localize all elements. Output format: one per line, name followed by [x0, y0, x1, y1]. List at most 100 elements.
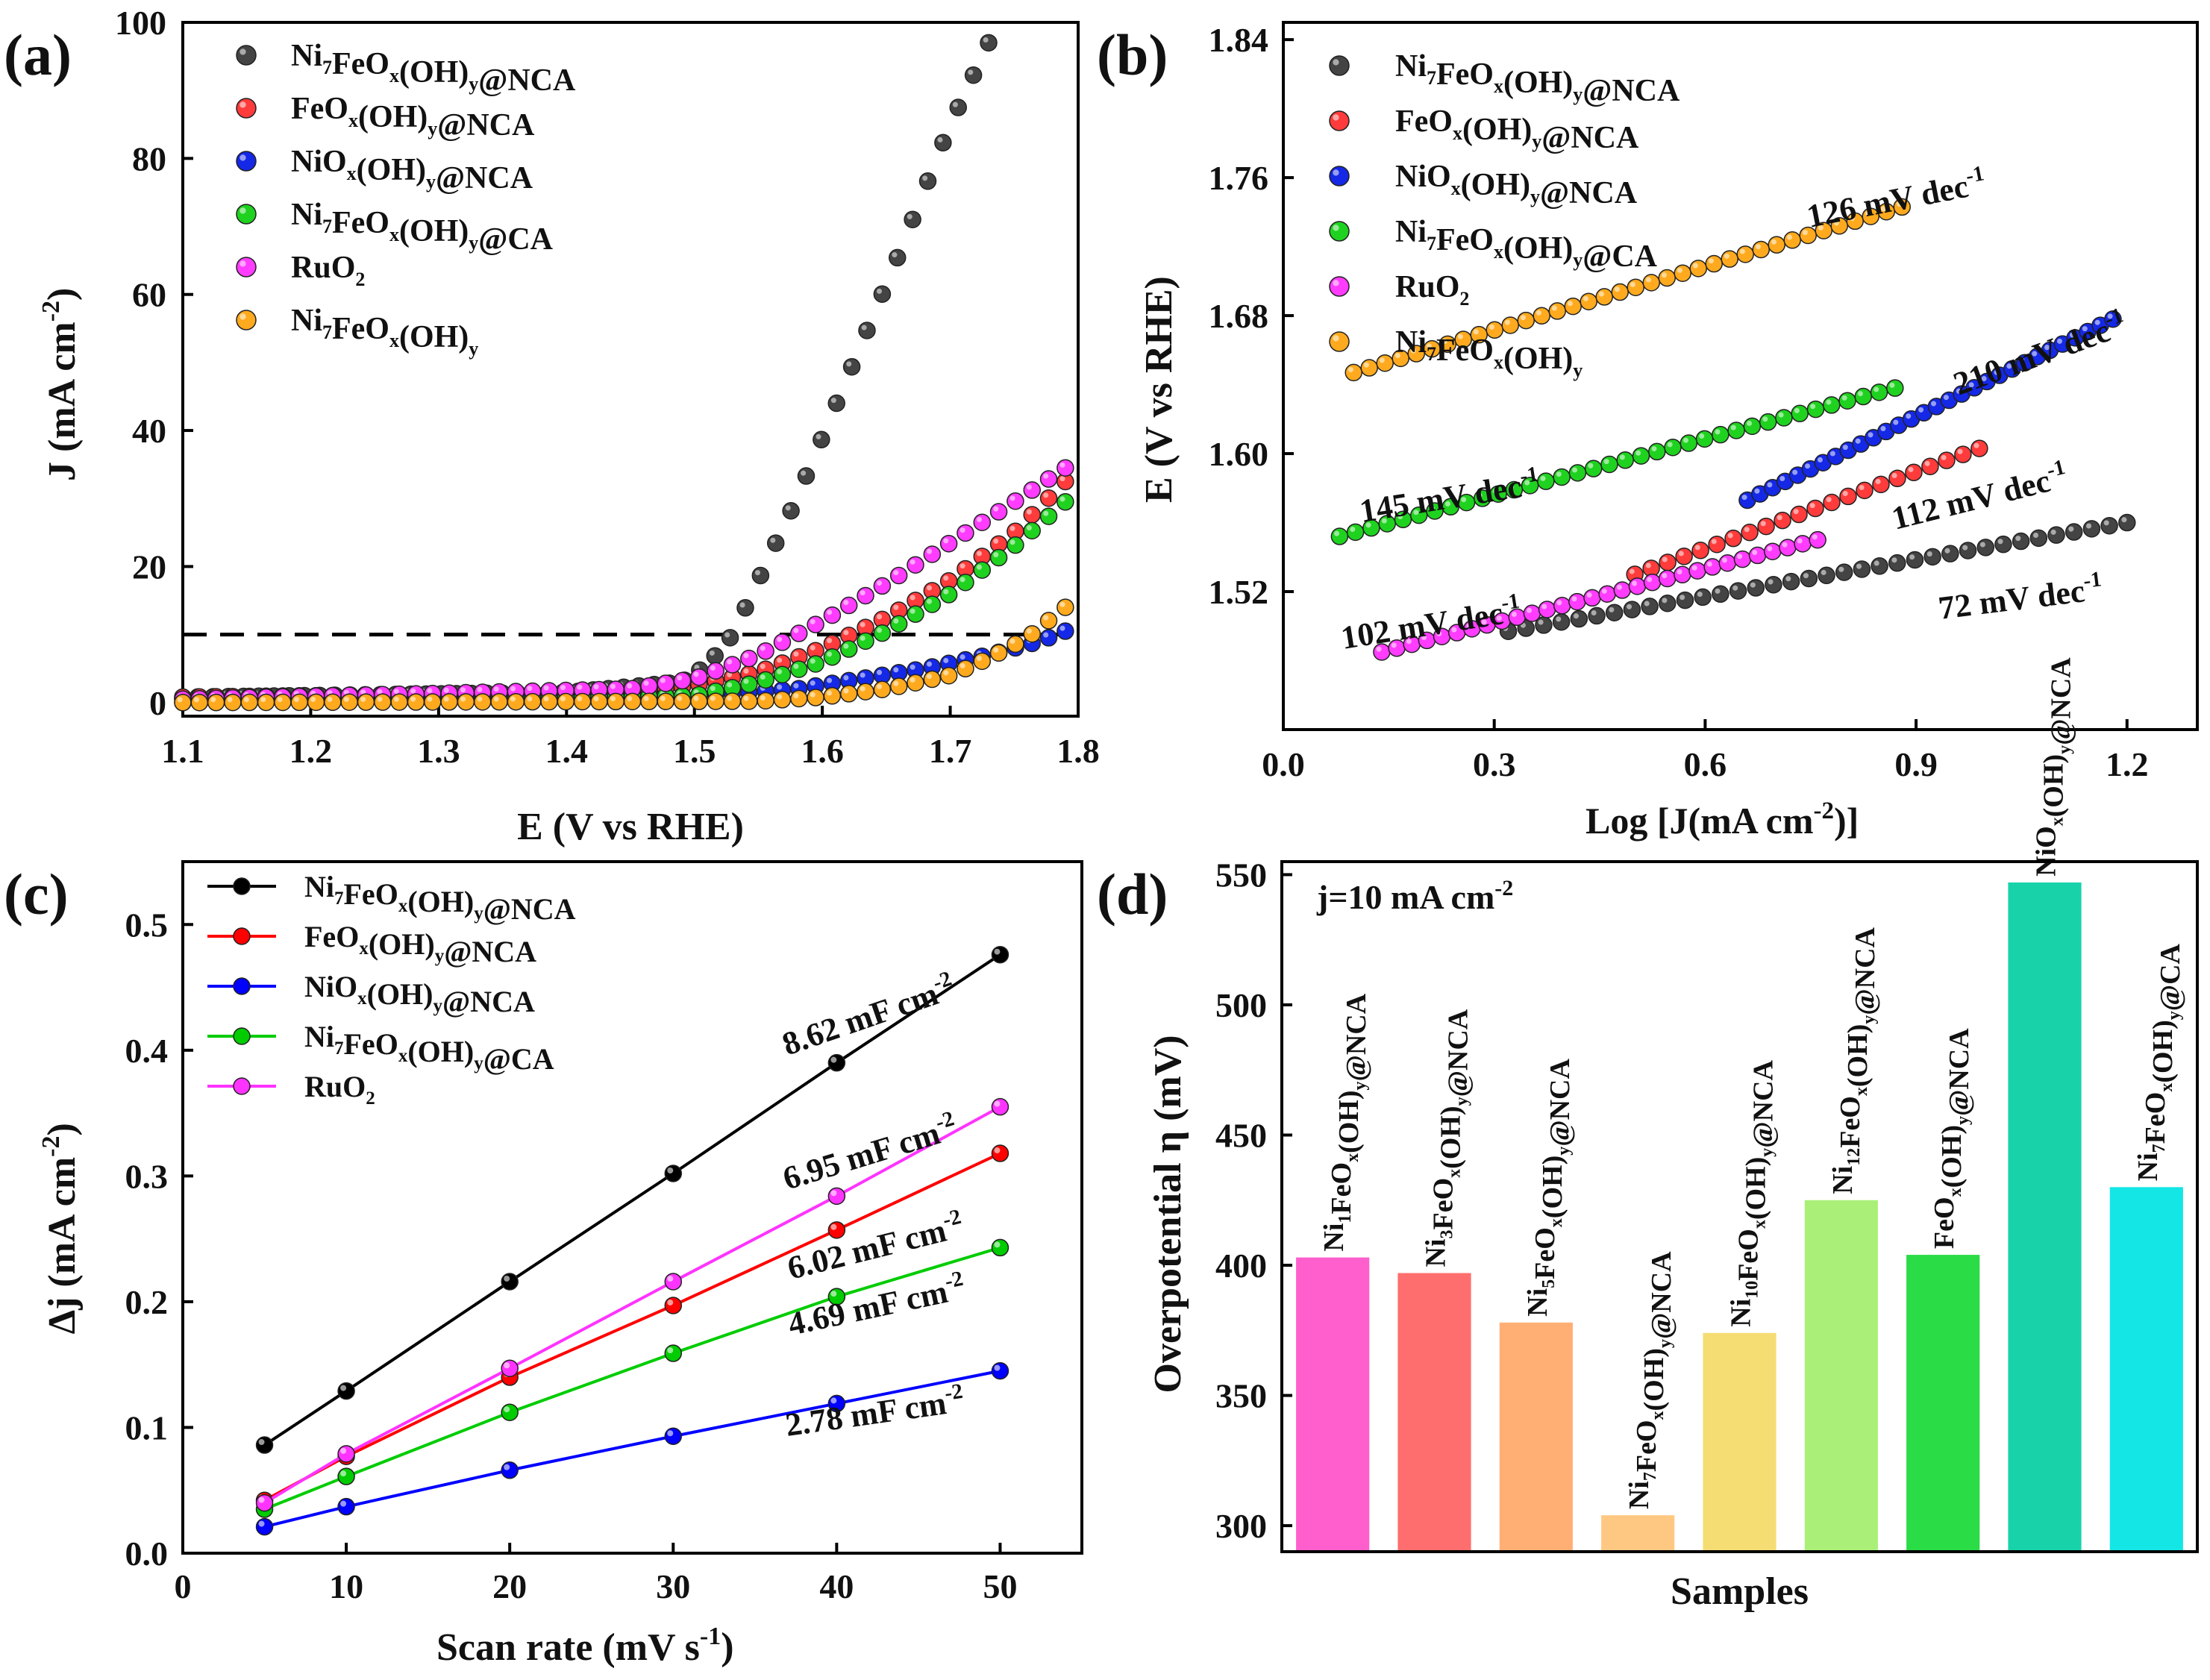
- panel-a-point-3-highlight: [827, 651, 833, 657]
- panel-b-point-4-highlight: [1556, 600, 1562, 606]
- panel-a-point-3: [839, 640, 858, 658]
- panel-a-point-3-highlight: [727, 682, 733, 688]
- panel-a-point-4: [1023, 481, 1041, 499]
- panel-d-title: j=10 mA cm-2: [1316, 876, 1513, 916]
- panel-b-point-0-highlight: [2121, 517, 2127, 523]
- panel-d-bar-label: Ni7FeOx(OH)y@CA: [2132, 943, 2186, 1181]
- panel-a-point-5-highlight: [527, 696, 533, 702]
- panel-b-point-5-highlight: [1410, 348, 1416, 354]
- panel-b-ytick-label: 1.60: [1209, 435, 1269, 473]
- panel-b-point-5-highlight: [1504, 319, 1510, 325]
- panel-b-point-3-highlight: [1508, 484, 1515, 490]
- panel-a-point-0: [721, 629, 739, 647]
- panel-a-point-5: [324, 693, 342, 712]
- panel-b-legend-label: NiOx(OH)y@NCA: [1395, 160, 1638, 210]
- panel-a-xtick-label: 1.5: [673, 732, 716, 770]
- panel-b-point-4: [1733, 550, 1752, 568]
- panel-b-point-0-highlight: [1997, 539, 2003, 545]
- panel-c-point-highlight: [504, 1362, 510, 1369]
- panel-b-point-4: [1763, 542, 1782, 560]
- panel-a-point-4-highlight: [793, 627, 799, 633]
- panel-b-point-4-highlight: [1511, 611, 1517, 617]
- panel-c-point-0: [337, 1382, 355, 1400]
- panel-a-point-1-highlight: [993, 538, 999, 544]
- panel-b-point-5-highlight: [1896, 201, 1902, 207]
- panel-a-point-4-highlight: [827, 609, 833, 615]
- panel-b-point-3: [1553, 468, 1571, 486]
- panel-c-point-4: [991, 1097, 1009, 1116]
- panel-a-point-5-highlight: [477, 696, 483, 702]
- panel-b-point-3-highlight: [1477, 492, 1483, 498]
- panel-b-point-0: [1800, 569, 1818, 588]
- panel-a-point-4-highlight: [543, 685, 549, 691]
- panel-b-point-2-highlight: [2082, 326, 2088, 332]
- panel-b-point-5-highlight: [1520, 315, 1526, 321]
- panel-b-point-1-highlight: [1875, 478, 1881, 485]
- panel-a-point-0-highlight: [739, 602, 745, 608]
- panel-b-point-4: [1523, 604, 1541, 622]
- panel-a-point-5: [174, 694, 192, 712]
- panel-b-point-0-highlight: [1609, 607, 1615, 612]
- panel-b-point-0: [2047, 526, 2065, 544]
- panel-b-point-5-highlight: [1692, 263, 1698, 269]
- panel-b-point-0-highlight: [1591, 610, 1597, 616]
- panel-a-point-5-highlight: [643, 695, 649, 701]
- panel-a-point-5-highlight: [610, 696, 616, 702]
- panel-b-point-0: [1782, 572, 1800, 591]
- panel-b-point-0: [1570, 609, 1588, 628]
- panel-b-point-2-highlight: [1956, 388, 1962, 394]
- panel-b-point-3: [1664, 438, 1682, 457]
- panel-a-point-5: [424, 693, 442, 711]
- panel-b-point-5-highlight: [1786, 234, 1792, 240]
- panel-b-point-5-highlight: [1473, 329, 1479, 335]
- panel-b-point-3: [1648, 442, 1666, 461]
- panel-b-point-5: [1376, 354, 1394, 372]
- panel-a-point-4-highlight: [360, 689, 366, 695]
- panel-a-point-1-highlight: [827, 638, 833, 644]
- panel-a-point-0: [782, 502, 800, 520]
- panel-a-point-4: [839, 596, 858, 615]
- panel-a-point-1-highlight: [777, 657, 783, 663]
- panel-d-bar-label: Ni10FeOx(OH)y@NCA: [1726, 1059, 1779, 1326]
- panel-c-point-2: [337, 1497, 355, 1516]
- panel-d-bar: [1703, 1332, 1777, 1552]
- panel-a-point-5: [457, 693, 475, 711]
- panel-c-point-0: [255, 1436, 274, 1454]
- panel-c-legend-marker: [233, 927, 251, 945]
- panel-b-point-3: [1854, 387, 1873, 406]
- panel-b-point-5: [1689, 260, 1707, 278]
- panel-b-point-3: [1616, 451, 1634, 469]
- panel-a-point-3: [973, 561, 992, 579]
- panel-b-legend-label: Ni7FeOx(OH)y: [1395, 325, 1583, 381]
- panel-d-bar-label: Ni1FeOx(OH)y@NCA: [1318, 993, 1372, 1251]
- panel-d-ytick-label: 500: [1215, 986, 1267, 1024]
- panel-c-point-highlight: [994, 1364, 1001, 1371]
- panel-a-point-3-highlight: [793, 663, 799, 669]
- panel-d-ytick-label: 450: [1215, 1117, 1267, 1155]
- panel-c-legend-label: NiOx(OH)y@NCA: [304, 970, 535, 1018]
- panel-b-point-3: [1584, 460, 1603, 477]
- panel-b-point-5-highlight: [1598, 291, 1604, 297]
- panel-d-ytick-label: 300: [1215, 1507, 1267, 1545]
- panel-a-point-5-highlight: [693, 695, 699, 701]
- panel-b-label: (b): [1097, 22, 1168, 87]
- panel-b-point-3: [1791, 404, 1809, 423]
- panel-a-legend-label: Ni7FeOx(OH)y@CA: [291, 198, 554, 257]
- panel-b-point-3: [1759, 413, 1777, 431]
- panel-b-point-3-highlight: [1778, 412, 1784, 418]
- panel-b-point-0-highlight: [1838, 566, 1844, 572]
- panel-b-xtick-label: 0.0: [1262, 745, 1305, 783]
- panel-b-point-5: [1721, 250, 1738, 268]
- panel-b-point-4-highlight: [1391, 642, 1397, 648]
- panel-a-point-5: [773, 691, 792, 709]
- panel-d-bar-label: NiOx(OH)y@NCA: [2031, 657, 2077, 877]
- panel-b-point-4-highlight: [1601, 588, 1607, 594]
- panel-a-point-3-highlight: [710, 686, 716, 692]
- panel-c: (c) 0 10 20 30 40 50 0.0 0.1 0.2 0.3 0.4 0.5 Scan rat…: [4, 860, 1083, 1669]
- panel-b-point-5-highlight: [1614, 286, 1620, 292]
- panel-a-point-0-highlight: [983, 37, 989, 43]
- panel-a-point-0-highlight: [816, 433, 821, 439]
- panel-c-point-highlight: [667, 1275, 674, 1282]
- panel-a-point-0-highlight: [724, 632, 730, 638]
- panel-b-point-1-highlight: [1694, 545, 1700, 551]
